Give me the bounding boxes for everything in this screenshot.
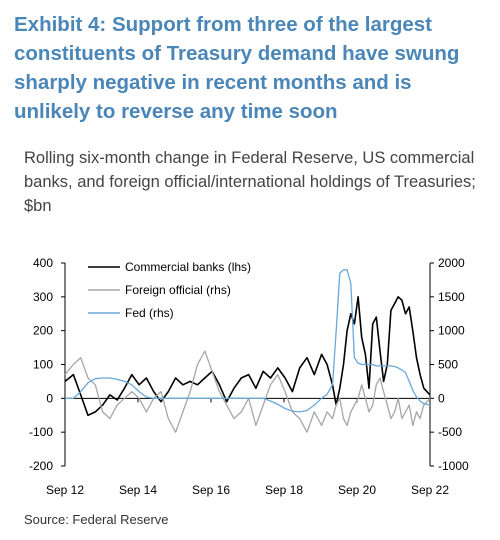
commercial-banks-lhs-line <box>64 295 431 417</box>
x-tick-label: Sep 14 <box>119 483 157 497</box>
chart-subtitle: Rolling six-month change in Federal Rese… <box>24 149 476 215</box>
x-tick-label: Sep 16 <box>192 483 230 497</box>
foreign-official-rhs-legend-label: Foreign official (rhs) <box>125 283 231 297</box>
right-tick-label: 2000 <box>438 256 465 270</box>
right-tick-label: -500 <box>438 425 462 439</box>
right-tick-label: 1000 <box>438 324 465 338</box>
left-tick-label: 200 <box>33 324 53 338</box>
left-tick-label: -100 <box>29 425 53 439</box>
x-tick-label: Sep 18 <box>265 483 303 497</box>
left-tick-label: 400 <box>33 256 53 270</box>
fed-rhs-legend-label: Fed (rhs) <box>125 306 174 320</box>
fed-rhs-line <box>65 269 431 413</box>
legend-bg <box>85 261 275 275</box>
left-tick-label: 300 <box>33 290 53 304</box>
source-note: Source: Federal Reserve <box>24 512 169 527</box>
right-tick-label: 500 <box>438 358 458 372</box>
left-tick-label: 100 <box>33 358 53 372</box>
legend-bg <box>85 307 275 321</box>
commercial-banks-lhs-legend-label: Commercial banks (lhs) <box>125 260 251 274</box>
exhibit-title: Exhibit 4: Support from three of the lar… <box>14 13 460 123</box>
legend-bg <box>85 284 275 298</box>
left-tick-label: -200 <box>29 459 53 473</box>
left-tick-label: 0 <box>46 391 53 405</box>
right-tick-label: 0 <box>438 391 445 405</box>
x-tick-label: Sep 20 <box>338 483 376 497</box>
foreign-official-rhs-line <box>64 350 431 433</box>
x-tick-label: Sep 12 <box>46 483 84 497</box>
x-tick-label: Sep 22 <box>411 483 449 497</box>
right-tick-label: 1500 <box>438 290 465 304</box>
right-tick-label: -1000 <box>438 459 469 473</box>
